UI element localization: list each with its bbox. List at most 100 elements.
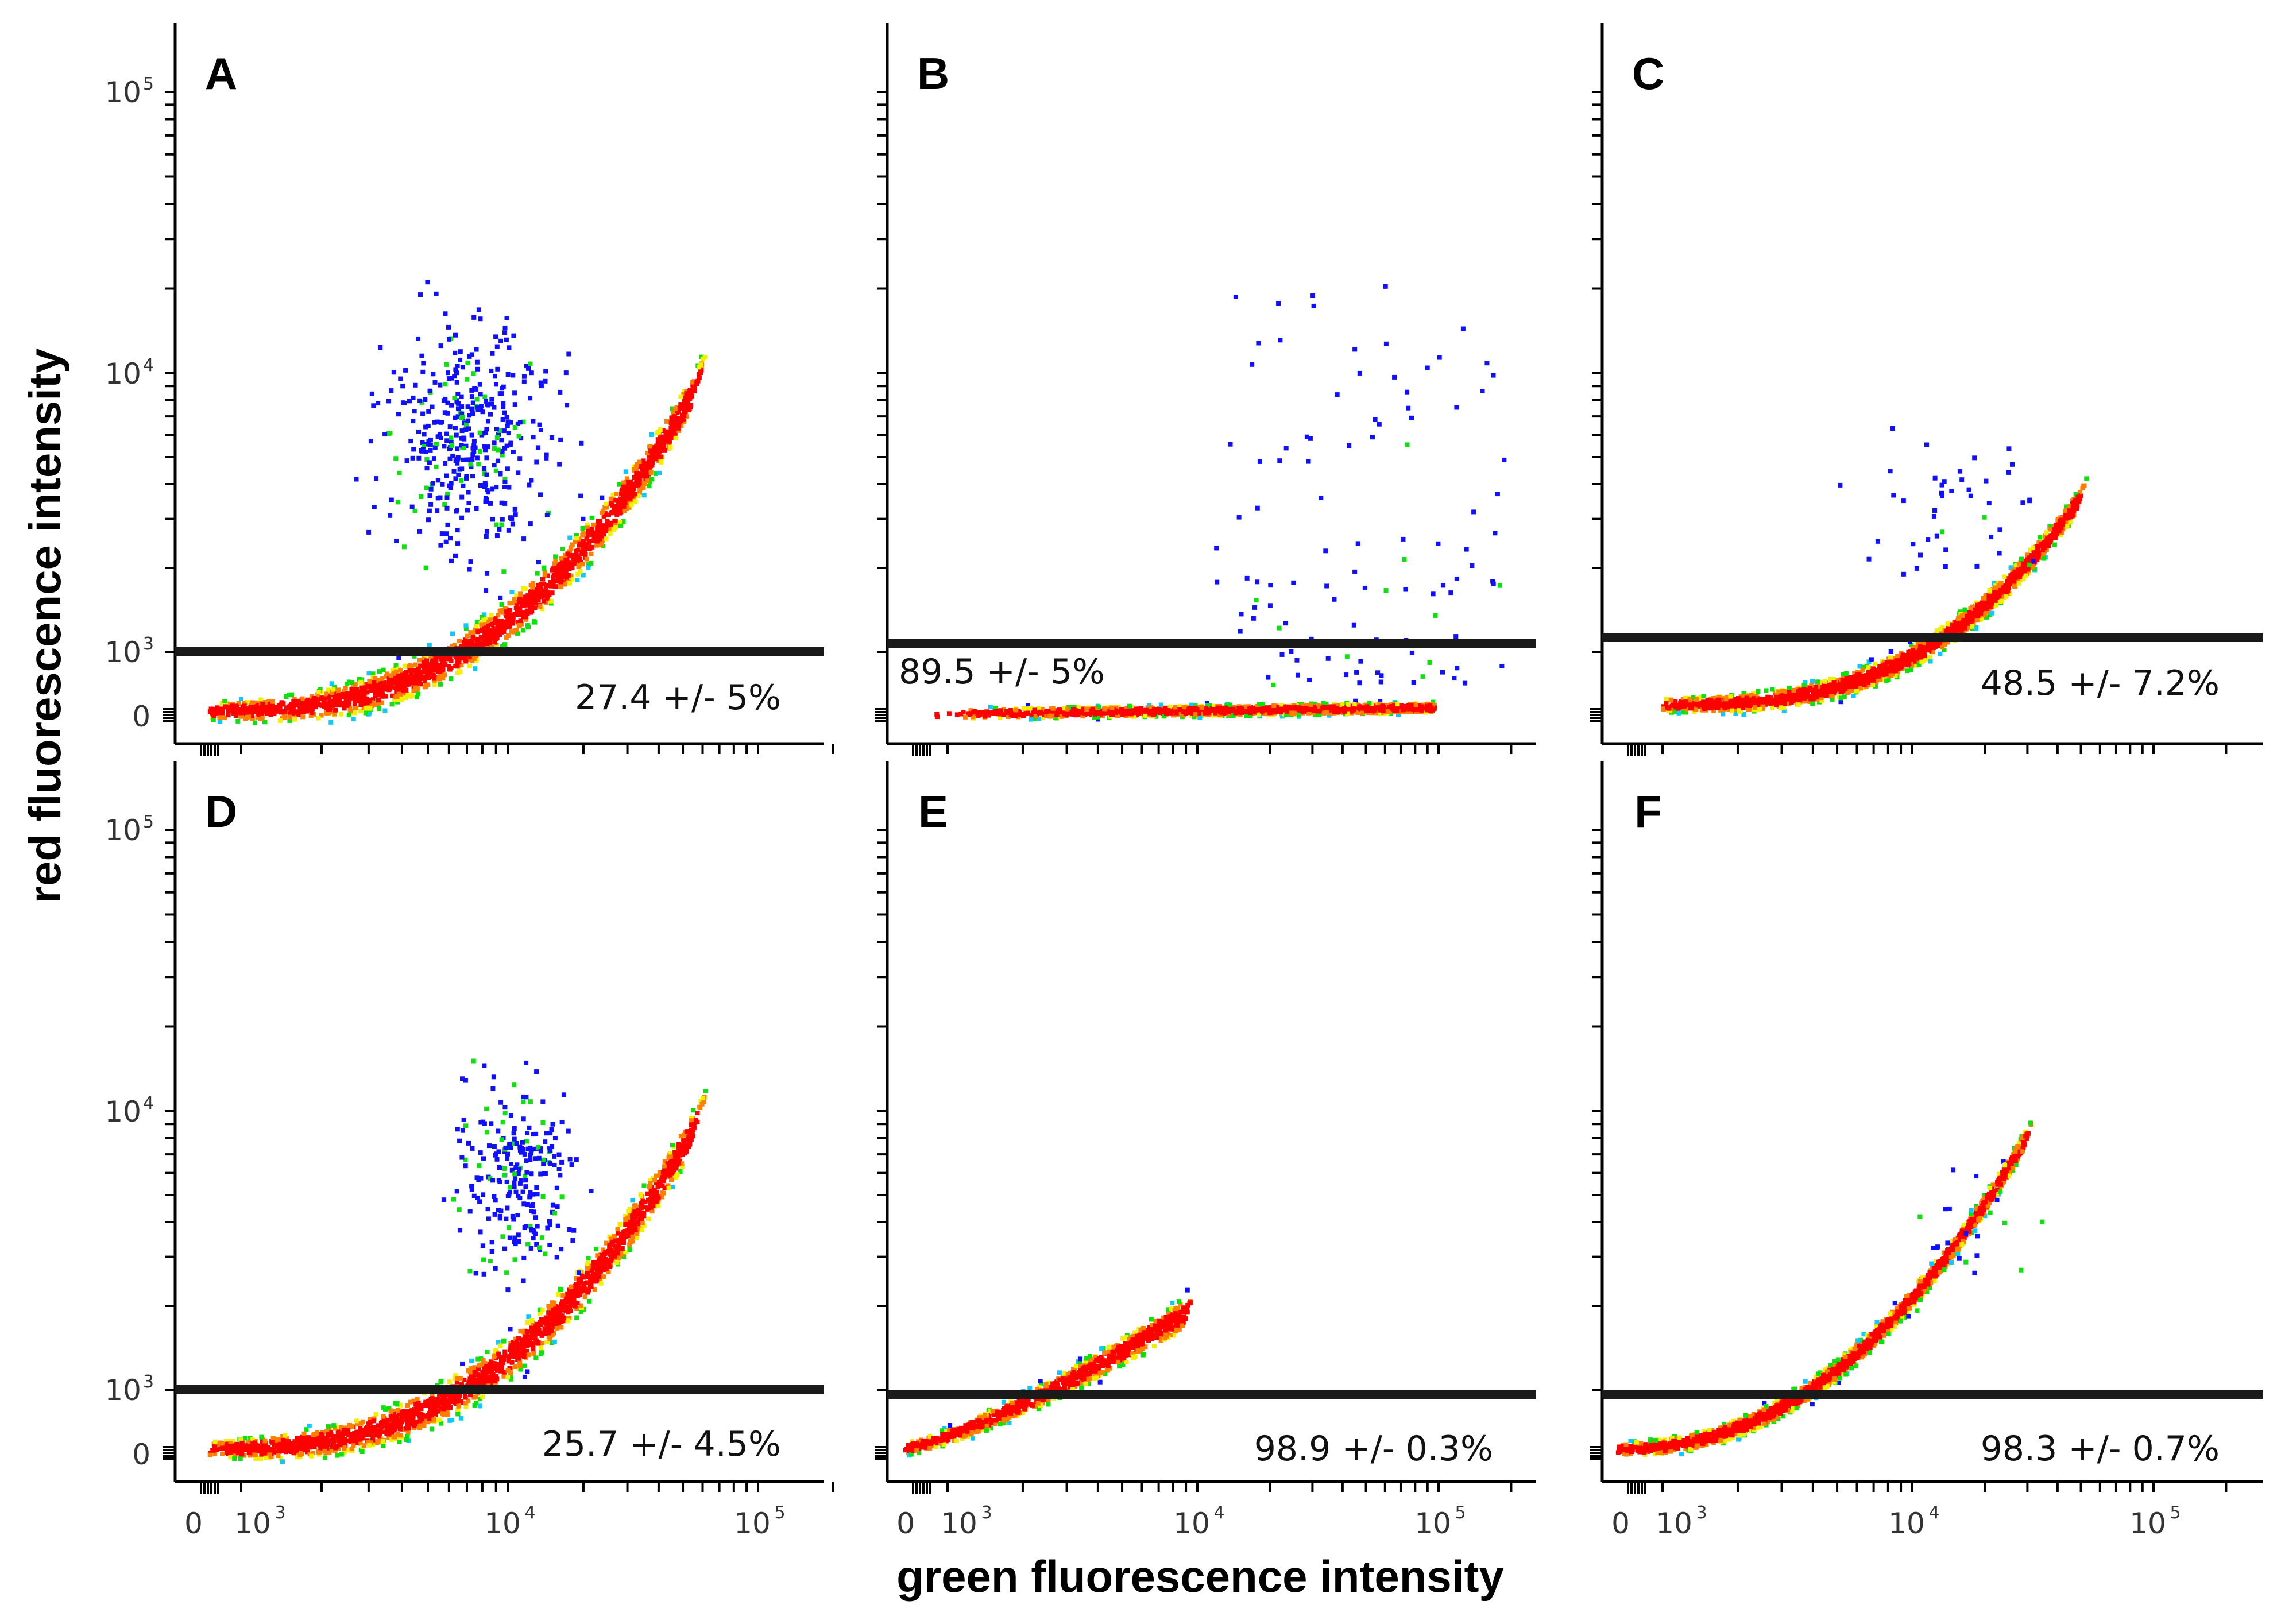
event-dot	[341, 688, 346, 693]
event-dot	[589, 527, 594, 531]
event-dot	[1371, 706, 1377, 711]
event-dot	[501, 619, 507, 624]
event-dot	[1354, 702, 1359, 707]
event-dot	[1183, 711, 1188, 716]
event-dot	[368, 439, 373, 444]
event-dot	[1382, 707, 1387, 712]
event-dot	[536, 560, 541, 565]
event-dot	[644, 470, 649, 475]
event-dot	[1405, 442, 1410, 447]
event-dot	[524, 594, 529, 600]
event-dot	[1874, 679, 1879, 684]
event-dot	[453, 332, 458, 338]
event-dot	[395, 697, 400, 702]
event-dot	[1215, 579, 1220, 585]
event-dot	[1296, 672, 1300, 678]
event-dot	[681, 389, 686, 394]
event-dot	[484, 455, 489, 461]
event-dot	[609, 511, 614, 516]
event-dot	[469, 352, 474, 357]
event-dot	[528, 583, 533, 588]
event-dot	[497, 632, 502, 637]
event-dot	[376, 401, 381, 406]
event-dot	[506, 431, 511, 436]
event-dot	[1801, 683, 1807, 687]
event-dot	[1402, 557, 1407, 562]
event-dot	[264, 711, 269, 716]
event-dot	[416, 691, 421, 697]
event-dot	[1377, 705, 1382, 710]
event-dot	[617, 520, 622, 524]
event-dot	[217, 719, 222, 724]
event-dot	[581, 573, 586, 578]
event-dot	[674, 420, 679, 425]
event-dot	[1159, 707, 1164, 713]
event-dot	[584, 542, 589, 546]
event-dot	[442, 410, 447, 415]
event-dot	[426, 409, 431, 414]
event-dot	[408, 439, 413, 444]
event-dot	[691, 388, 696, 393]
event-dot	[216, 710, 221, 715]
event-dot	[1179, 709, 1184, 714]
event-dot	[539, 384, 544, 389]
event-dot	[686, 391, 691, 396]
event-dot	[1425, 703, 1430, 709]
event-dot	[637, 486, 643, 492]
event-dot	[1480, 389, 1485, 393]
event-dot	[459, 394, 464, 399]
event-dot	[1114, 705, 1119, 710]
event-dot	[489, 613, 494, 618]
event-dot	[435, 419, 440, 424]
event-dot	[1307, 707, 1312, 712]
event-dot	[632, 468, 637, 473]
event-dot	[678, 418, 683, 423]
event-dot	[1265, 706, 1270, 712]
event-dot	[478, 449, 482, 454]
y-tick-label-0: 0	[132, 700, 150, 733]
event-dot	[414, 695, 419, 699]
event-dot	[502, 330, 507, 335]
event-dot	[502, 501, 508, 506]
event-dot	[521, 379, 527, 384]
event-dot	[653, 457, 658, 462]
event-dot	[575, 571, 581, 577]
event-dot	[486, 623, 490, 628]
event-dot	[455, 392, 461, 396]
event-dot	[243, 706, 249, 712]
event-dot	[623, 469, 628, 474]
event-dot	[482, 444, 487, 449]
event-dot	[511, 617, 516, 622]
event-dot	[1199, 705, 1204, 710]
event-dot	[254, 710, 259, 714]
event-dot	[1313, 706, 1317, 712]
event-dot	[358, 702, 364, 707]
event-dot	[622, 508, 627, 513]
event-dot	[1377, 711, 1381, 716]
event-dot	[1248, 710, 1253, 716]
event-dot	[471, 443, 477, 448]
event-dot	[1109, 705, 1115, 710]
event-dot	[1310, 293, 1316, 298]
event-dot	[389, 679, 395, 685]
event-dot	[418, 682, 423, 687]
event-dot	[532, 620, 537, 625]
event-dot	[510, 521, 515, 527]
event-dot	[419, 353, 424, 358]
event-dot	[505, 624, 511, 629]
event-dot	[699, 368, 704, 373]
event-dot	[1325, 705, 1330, 710]
event-dot	[629, 502, 634, 508]
event-dot	[250, 716, 255, 721]
event-dot	[492, 621, 497, 626]
event-dot	[649, 477, 654, 482]
event-dot	[657, 439, 662, 444]
event-dot	[427, 508, 432, 513]
event-dot	[1741, 691, 1746, 696]
event-dot	[569, 546, 574, 551]
event-dot	[635, 481, 640, 486]
event-dot	[676, 423, 681, 428]
event-dot	[1289, 705, 1294, 710]
event-dot	[1497, 583, 1502, 588]
event-dot	[621, 504, 626, 509]
